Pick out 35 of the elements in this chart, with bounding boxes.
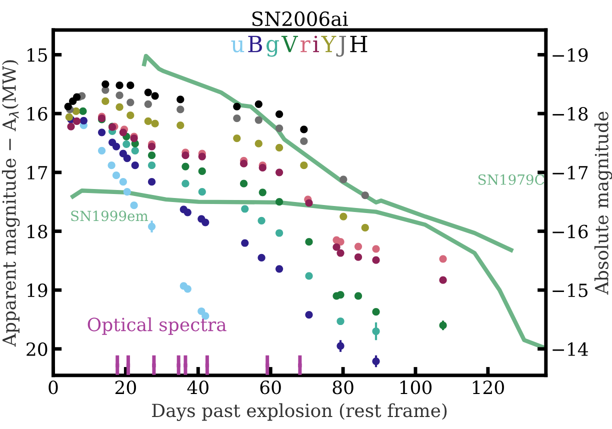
y-tick-label: 16	[28, 107, 48, 121]
series-label: SN1999em	[71, 210, 148, 222]
x-tick-label: 100	[400, 380, 432, 394]
x-tick-label: 0	[48, 380, 58, 394]
x-tick-label: 40	[187, 380, 208, 394]
y-tick-label: 18	[28, 224, 48, 238]
y2-tick-label: −19	[552, 48, 588, 62]
series-label: Optical spectra	[88, 317, 226, 335]
x-tick-label: 80	[332, 380, 354, 394]
text: g	[266, 40, 279, 57]
text: J	[336, 36, 346, 57]
chart-title: SN2006ai	[252, 11, 348, 26]
x-tick-label: 60	[260, 380, 281, 394]
y2-tick-label: −15	[552, 284, 588, 298]
text: u	[231, 40, 244, 52]
text: i	[313, 36, 319, 52]
y2-tick-label: −14	[552, 342, 588, 356]
y-tick-label: 17	[28, 166, 48, 180]
text: r	[300, 40, 310, 52]
text: Y	[321, 36, 336, 52]
text: SN1979C	[478, 174, 544, 185]
y-tick-label: 15	[28, 48, 47, 62]
y2-tick-label: −18	[552, 107, 588, 121]
y2-tick-label: −17	[552, 166, 588, 180]
text: H	[350, 36, 368, 52]
x-tick-label: 120	[472, 380, 504, 394]
y2-axis-title: Absolute magnitude	[594, 112, 612, 295]
text: V	[281, 36, 298, 52]
y-axis-title: Apparent magnitude − A$_{λ}$(MW)	[2, 60, 20, 347]
y-tick-label: 20	[26, 342, 48, 356]
y-tick-label: 19	[28, 284, 48, 298]
x-axis-title: Days past explosion (rest frame)	[152, 403, 447, 421]
text: B	[248, 36, 262, 52]
y2-tick-label: −16	[552, 224, 588, 238]
x-tick-label: 20	[115, 380, 136, 394]
